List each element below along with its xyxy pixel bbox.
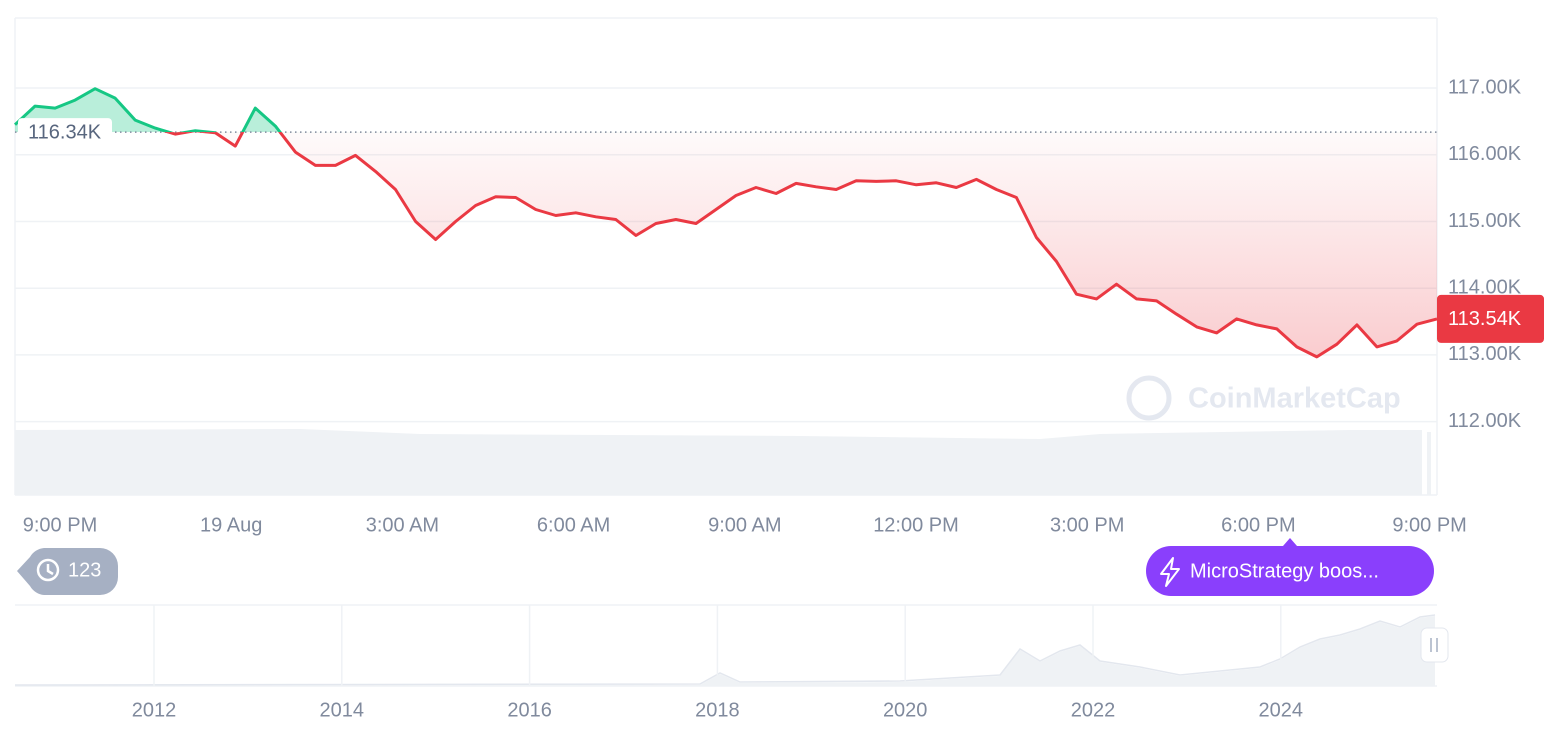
watermark: CoinMarketCap <box>1126 375 1401 421</box>
navigator-year-label: 2024 <box>1259 699 1304 721</box>
event-pill[interactable]: MicroStrategy boos... <box>1146 538 1434 596</box>
navigator-year-label: 2014 <box>320 699 365 721</box>
navigator-year-label: 2016 <box>507 699 552 721</box>
x-tick-label: 9:00 AM <box>708 514 781 536</box>
y-tick-label: 112.00K <box>1448 410 1522 432</box>
x-tick-label: 12:00 PM <box>873 514 959 536</box>
y-tick-label: 116.00K <box>1448 143 1522 165</box>
price-badge <box>1437 294 1544 343</box>
x-tick-label: 6:00 PM <box>1221 514 1295 536</box>
x-axis: 9:00 PM 19 Aug 3:00 AM 6:00 AM 9:00 AM 12:00 … <box>23 514 1467 536</box>
x-tick-label: 3:00 AM <box>366 514 439 536</box>
volume-bars <box>15 429 1422 495</box>
baseline-label-bg <box>18 118 112 147</box>
navigator-area <box>15 616 1435 686</box>
y-tick-label: 114.00K <box>1448 276 1522 298</box>
price-line-up <box>13 87 282 133</box>
history-icon-hands <box>46 564 54 576</box>
x-tick-label: 19 Aug <box>200 514 262 536</box>
navigator-year-label: 2022 <box>1071 699 1116 721</box>
navigator: 2012 2014 2016 2018 2020 2022 2024 <box>14 604 1449 721</box>
y-axis: 112.00K 113.00K 114.00K 115.00K 116.00K 117.0… <box>1448 76 1522 432</box>
price-line-down <box>163 132 1438 359</box>
x-tick-label: 6:00 AM <box>537 514 610 536</box>
history-pill[interactable]: 123 <box>17 548 118 595</box>
x-tick-label: 9:00 PM <box>1392 514 1466 536</box>
event-text: MicroStrategy boos... <box>1190 560 1379 582</box>
navigator-line <box>14 614 1436 686</box>
x-tick-label: 3:00 PM <box>1050 514 1124 536</box>
volume-bar-last <box>1427 432 1431 495</box>
y-tick-label: 117.00K <box>1448 76 1522 98</box>
navigator-year-label: 2012 <box>132 699 177 721</box>
price-badge-label: 113.54K <box>1448 308 1522 330</box>
navigator-year-label: 2018 <box>695 699 740 721</box>
plot: 116.34K 113.54K <box>13 87 1544 359</box>
y-tick-label: 113.00K <box>1448 343 1522 365</box>
history-pill-bg <box>17 548 118 595</box>
navigator-handle[interactable] <box>1420 627 1449 663</box>
history-count: 123 <box>68 559 101 581</box>
x-tick-label: 9:00 PM <box>23 514 97 536</box>
watermark-logo <box>1126 375 1172 421</box>
baseline-label: 116.34K <box>28 121 102 143</box>
event-pill-bg <box>1146 546 1434 596</box>
watermark-text: CoinMarketCap <box>1188 383 1401 415</box>
area-down <box>15 132 1437 357</box>
event-pointer <box>1283 538 1297 546</box>
event-icon <box>1160 557 1180 587</box>
history-icon <box>36 558 60 582</box>
y-tick-label: 115.00K <box>1448 210 1522 232</box>
navigator-year-label: 2020 <box>883 699 928 721</box>
